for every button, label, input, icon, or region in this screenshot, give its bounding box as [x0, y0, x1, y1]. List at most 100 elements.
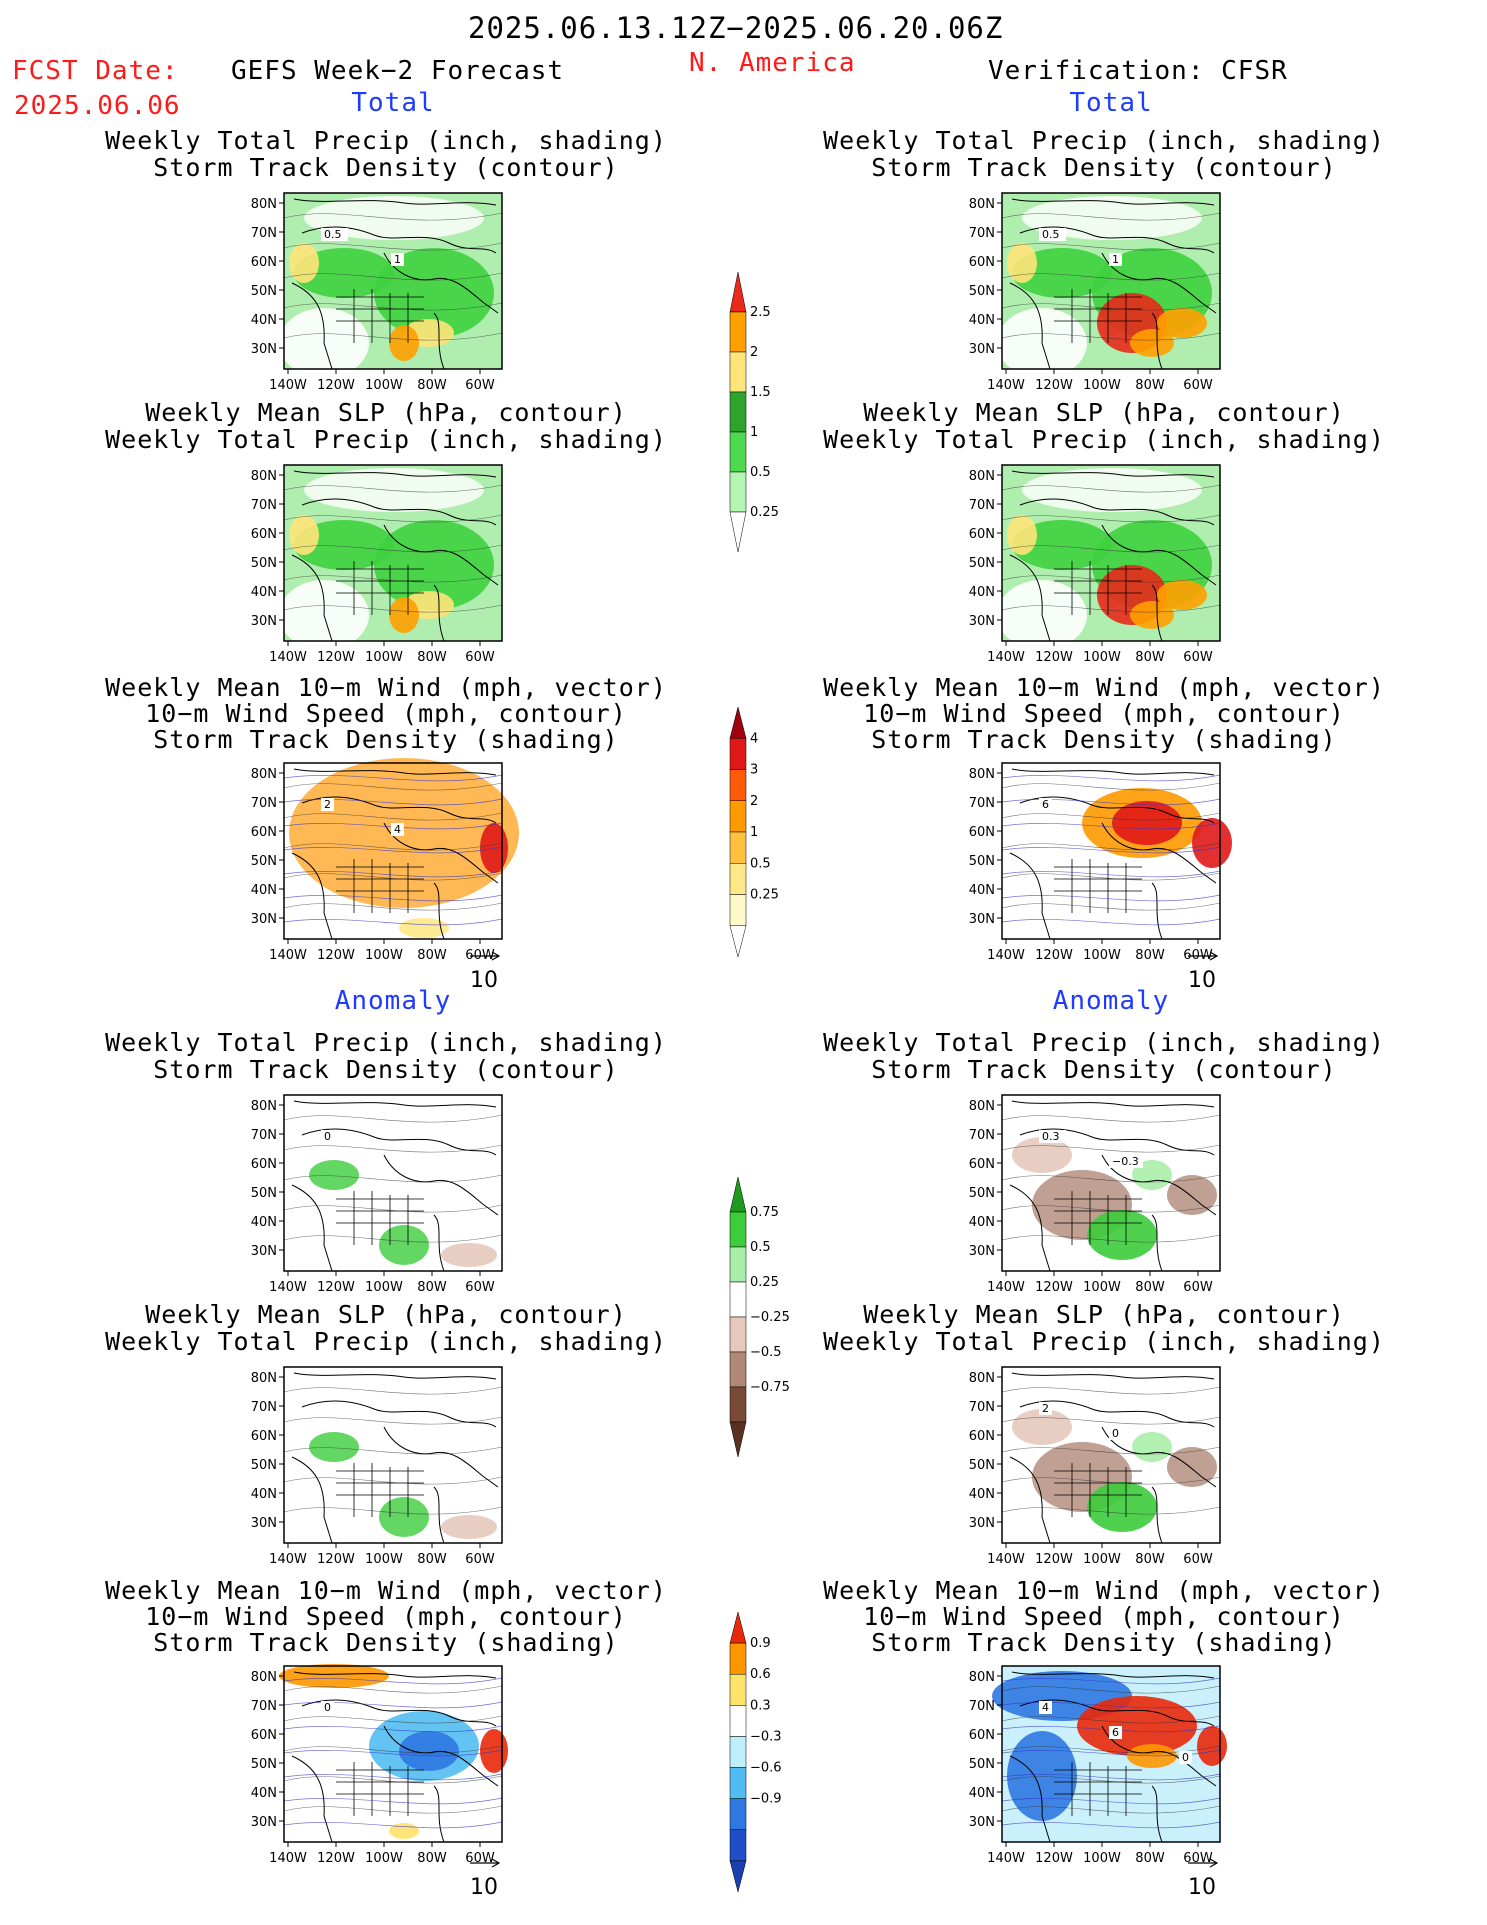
lat-tick-label: 40N [251, 883, 277, 898]
lat-tick-label: 60N [251, 255, 277, 270]
lat-tick-label: 40N [969, 1786, 995, 1801]
lon-tick-label: 100W [1083, 948, 1121, 963]
map-panel-r4l: 80N 70N 60N 50N 40N 30N 140W 120W 100W 80W 60W 0 [244, 1094, 522, 1301]
colorbar-tick-label: 0.75 [750, 1205, 779, 1220]
lat-tick-label: 30N [969, 342, 995, 357]
lat-tick-label: 30N [969, 1516, 995, 1531]
contour-label: 1 [394, 253, 401, 266]
contour-label: 2 [324, 798, 331, 811]
colorbar-tick-label: −0.9 [750, 1792, 782, 1807]
lat-tick-label: 70N [969, 1699, 995, 1714]
lat-tick-label: 80N [969, 197, 995, 212]
lon-tick-label: 120W [1035, 948, 1073, 963]
lat-tick-label: 50N [969, 284, 995, 299]
lon-tick-label: 100W [365, 650, 403, 665]
lon-tick-label: 60W [465, 1851, 495, 1866]
panel-title-r1r-1: Weekly Total Precip (inch, shading) [823, 126, 1385, 155]
lat-tick-label: 60N [251, 1429, 277, 1444]
panel-title-r5l-2: Weekly Total Precip (inch, shading) [105, 1327, 667, 1356]
colorbar-tick-label: 2 [750, 345, 758, 360]
contour-label: 6 [1042, 798, 1049, 811]
lat-tick-label: 70N [969, 1400, 995, 1415]
lon-tick-label: 80W [417, 1851, 447, 1866]
panel-title-r5l-1: Weekly Mean SLP (hPa, contour) [145, 1300, 627, 1329]
map-panel-r1r: 80N 70N 60N 50N 40N 30N 140W 120W 100W 80W 60W 0.5 1 [962, 192, 1240, 399]
lat-tick-label: 40N [251, 1215, 277, 1230]
fcst-date-value: 2025.06.06 [14, 91, 181, 121]
map-panel-r3r: 80N 70N 60N 50N 40N 30N 140W 120W 100W 80W 60W 6 [962, 762, 1240, 969]
lon-tick-label: 100W [1083, 378, 1121, 393]
lat-tick-label: 30N [251, 614, 277, 629]
lon-tick-label: 100W [1083, 1280, 1121, 1295]
lon-tick-label: 80W [417, 1552, 447, 1567]
lon-tick-label: 140W [987, 948, 1025, 963]
lat-tick-label: 80N [969, 1099, 995, 1114]
lat-tick-label: 30N [969, 1244, 995, 1259]
colorbar-tick-label: 0.25 [750, 505, 779, 520]
contour-label: 0 [324, 1701, 331, 1714]
contour-label: 6 [1112, 1726, 1119, 1739]
lat-tick-label: 80N [251, 469, 277, 484]
lat-tick-label: 60N [251, 825, 277, 840]
colorbar-tick-label: −0.5 [750, 1345, 782, 1360]
section-anomaly-right: Anomaly [1052, 986, 1170, 1016]
region-title: N. America [689, 48, 856, 78]
lon-tick-label: 60W [1183, 1280, 1213, 1295]
colorbar-tick-label: 2 [750, 794, 758, 809]
lat-tick-label: 50N [969, 556, 995, 571]
contour-label: 0.5 [324, 228, 342, 241]
contour-label: 4 [394, 823, 401, 836]
lat-tick-label: 60N [969, 1728, 995, 1743]
contour-label: 0 [324, 1130, 331, 1143]
map-panel-r5l: 80N 70N 60N 50N 40N 30N 140W 120W 100W 80W 60W [244, 1366, 522, 1573]
lat-tick-label: 40N [969, 313, 995, 328]
lat-tick-label: 40N [251, 313, 277, 328]
panel-title-r3l-2: 10−m Wind Speed (mph, contour) [145, 699, 627, 728]
panel-title-r6l-1: Weekly Mean 10−m Wind (mph, vector) [105, 1576, 667, 1605]
lon-tick-label: 100W [365, 1851, 403, 1866]
colorbar-tick-label: 0.6 [750, 1667, 771, 1682]
lat-tick-label: 40N [251, 1786, 277, 1801]
panel-title-r2r-1: Weekly Mean SLP (hPa, contour) [863, 398, 1345, 427]
lat-tick-label: 70N [251, 796, 277, 811]
colorbar-tick-label: 0.5 [750, 1240, 771, 1255]
map-panel-r2r: 80N 70N 60N 50N 40N 30N 140W 120W 100W 80W 60W [962, 464, 1240, 671]
colorbar-tick-label: 4 [750, 731, 758, 746]
lat-tick-label: 40N [969, 1215, 995, 1230]
lon-tick-label: 80W [417, 378, 447, 393]
verification-title: Verification: CFSR [988, 56, 1288, 86]
contour-label: −0.3 [1112, 1155, 1139, 1168]
lon-tick-label: 80W [417, 1280, 447, 1295]
panel-title-r6l-2: 10−m Wind Speed (mph, contour) [145, 1602, 627, 1631]
lat-tick-label: 50N [251, 556, 277, 571]
lat-tick-label: 70N [969, 796, 995, 811]
panel-title-r2r-2: Weekly Total Precip (inch, shading) [823, 425, 1385, 454]
lat-tick-label: 70N [251, 1128, 277, 1143]
lat-tick-label: 50N [251, 854, 277, 869]
lon-tick-label: 120W [317, 1280, 355, 1295]
lat-tick-label: 80N [969, 1670, 995, 1685]
lat-tick-label: 80N [969, 469, 995, 484]
map-panel-r5r: 80N 70N 60N 50N 40N 30N 140W 120W 100W 80W 60W 2 0 [962, 1366, 1240, 1573]
colorbar-tick-label: −0.75 [750, 1380, 790, 1395]
contour-label: 1 [1112, 253, 1119, 266]
colorbar-tick-label: 0.5 [750, 856, 771, 871]
lat-tick-label: 80N [969, 767, 995, 782]
panel-title-r4r-1: Weekly Total Precip (inch, shading) [823, 1028, 1385, 1057]
fcst-date-label: FCST Date: [12, 56, 179, 86]
colorbar-tick-label: −0.25 [750, 1310, 790, 1325]
panel-title-r3r-3: Storm Track Density (shading) [871, 725, 1337, 754]
lon-tick-label: 140W [269, 1851, 307, 1866]
lon-tick-label: 120W [317, 378, 355, 393]
lon-tick-label: 60W [465, 1280, 495, 1295]
lat-tick-label: 70N [969, 1128, 995, 1143]
lon-tick-label: 140W [987, 650, 1025, 665]
lon-tick-label: 120W [1035, 378, 1073, 393]
lat-tick-label: 70N [251, 226, 277, 241]
lon-tick-label: 80W [1135, 1280, 1165, 1295]
lon-tick-label: 140W [269, 948, 307, 963]
lat-tick-label: 30N [251, 912, 277, 927]
panel-title-r6l-3: Storm Track Density (shading) [153, 1628, 619, 1657]
lon-tick-label: 60W [1183, 1851, 1213, 1866]
lon-tick-label: 140W [987, 1280, 1025, 1295]
